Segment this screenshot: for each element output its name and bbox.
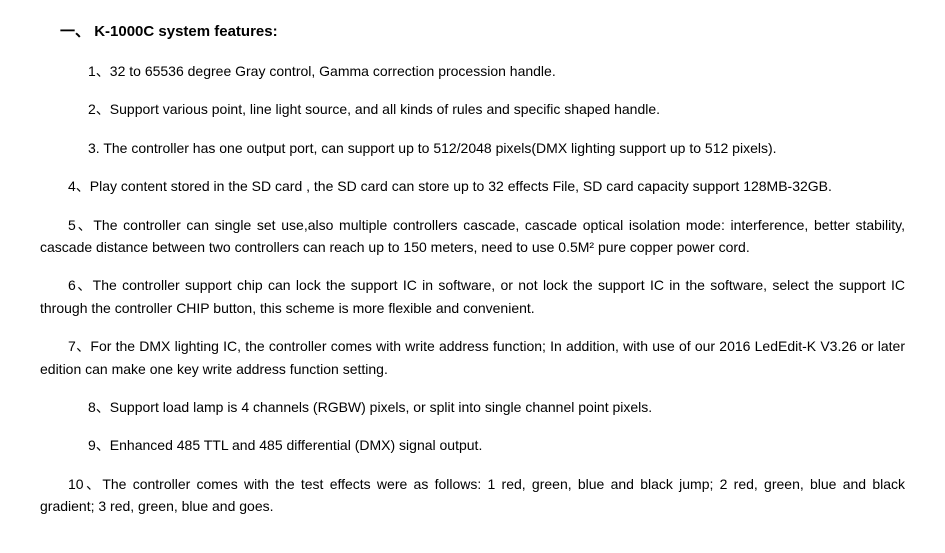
feature-item: 4、Play content stored in the SD card , t… — [40, 175, 905, 197]
feature-text: Support various point, line light source… — [110, 101, 660, 117]
feature-number: 1 — [88, 63, 96, 79]
feature-text: The controller can single set use,also m… — [40, 217, 905, 255]
feature-number: 9 — [88, 437, 96, 453]
section-title: 一、 K-1000C system features: — [40, 20, 905, 44]
feature-separator: 、 — [96, 101, 110, 117]
feature-item: 6、The controller support chip can lock t… — [40, 274, 905, 319]
feature-separator: 、 — [96, 437, 110, 453]
title-text: K-1000C system features: — [94, 23, 277, 40]
feature-text: 32 to 65536 degree Gray control, Gamma c… — [110, 63, 556, 79]
feature-separator: 、 — [96, 63, 110, 79]
feature-number: 2 — [88, 101, 96, 117]
feature-separator: 、 — [76, 178, 90, 194]
feature-item: 3. The controller has one output port, c… — [40, 137, 905, 159]
feature-separator: 、 — [84, 476, 103, 492]
feature-text: For the DMX lighting IC, the controller … — [40, 338, 905, 376]
feature-item: 9、Enhanced 485 TTL and 485 differential … — [40, 434, 905, 456]
feature-text: Enhanced 485 TTL and 485 differential (D… — [110, 437, 483, 453]
feature-separator: 、 — [96, 399, 110, 415]
feature-separator: 、 — [76, 217, 94, 233]
features-list: 1、32 to 65536 degree Gray control, Gamma… — [40, 60, 905, 517]
feature-number: 7 — [68, 338, 76, 354]
feature-number: 4 — [68, 178, 76, 194]
feature-item: 2、Support various point, line light sour… — [40, 98, 905, 120]
feature-number: 10 — [68, 476, 84, 492]
feature-item: 5、The controller can single set use,also… — [40, 214, 905, 259]
feature-text: Support load lamp is 4 channels (RGBW) p… — [110, 399, 652, 415]
feature-number: 6 — [68, 277, 76, 293]
feature-separator: 、 — [76, 338, 91, 354]
feature-item: 8、Support load lamp is 4 channels (RGBW)… — [40, 396, 905, 418]
feature-text: The controller has one output port, can … — [103, 140, 776, 156]
feature-text: Play content stored in the SD card , the… — [90, 178, 832, 194]
feature-item: 10、The controller comes with the test ef… — [40, 473, 905, 518]
feature-text: The controller comes with the test effec… — [40, 476, 905, 514]
feature-item: 7、For the DMX lighting IC, the controlle… — [40, 335, 905, 380]
title-prefix: 一、 — [60, 23, 90, 40]
feature-number: 8 — [88, 399, 96, 415]
feature-text: The controller support chip can lock the… — [40, 277, 905, 315]
feature-item: 1、32 to 65536 degree Gray control, Gamma… — [40, 60, 905, 82]
feature-number: 5 — [68, 217, 76, 233]
feature-number: 3 — [88, 140, 96, 156]
feature-separator: 、 — [76, 277, 93, 293]
